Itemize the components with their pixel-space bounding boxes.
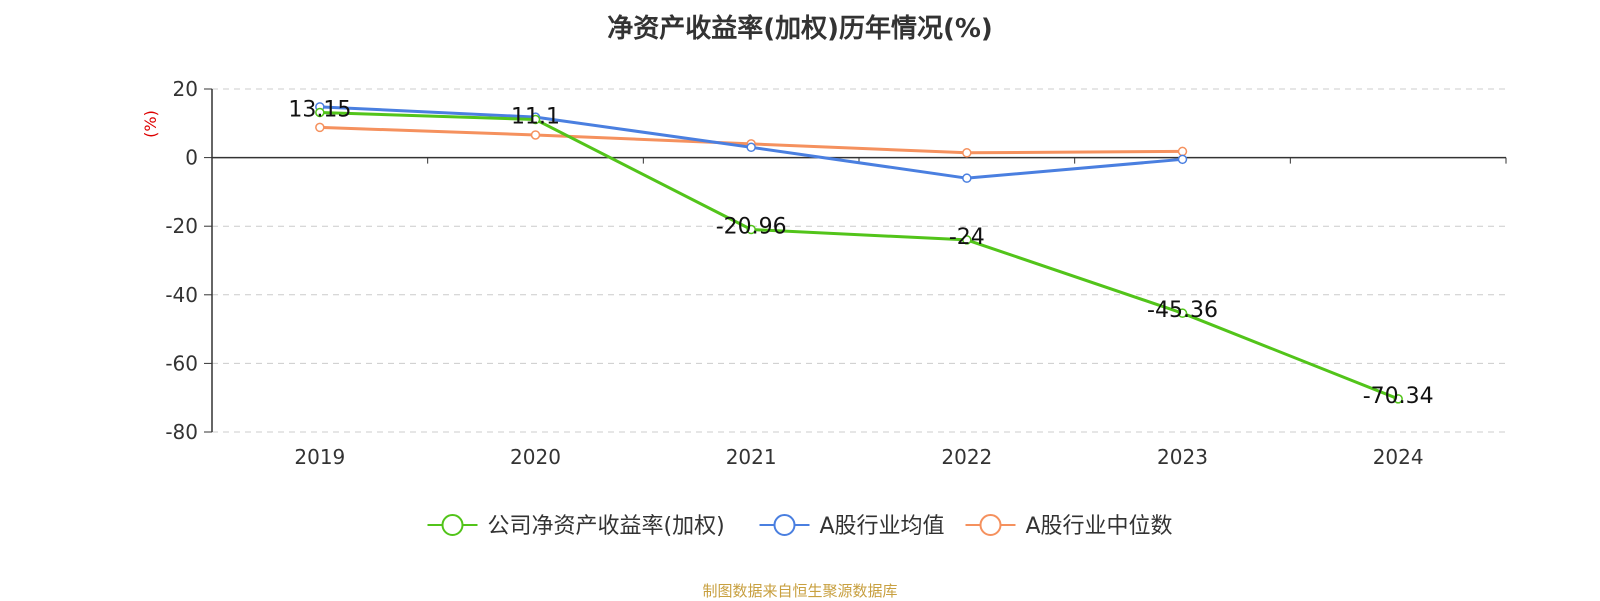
data-label: 13.15	[288, 97, 351, 122]
data-label: -45.36	[1147, 298, 1218, 323]
chart-title: 净资产收益率(加权)历年情况(%)	[607, 14, 993, 44]
data-point-company-roe	[315, 107, 325, 118]
data-point-industry-mean	[746, 142, 756, 153]
y-axis-label: (%)	[141, 110, 160, 138]
data-label: -20.96	[716, 214, 787, 239]
x-tick-label: 2021	[726, 445, 777, 469]
y-tick-label: -80	[165, 420, 198, 444]
y-tick-label: -40	[165, 283, 198, 307]
data-point-company-roe	[746, 224, 756, 235]
data-point-industry-median	[530, 130, 541, 140]
data-label: -24	[949, 225, 985, 250]
legend-marker-company-roe	[441, 514, 464, 536]
x-tick-label: 2022	[941, 445, 992, 469]
data-point-industry-mean	[1177, 154, 1188, 165]
data-point-industry-median	[962, 148, 972, 158]
y-tick-label: 0	[185, 146, 198, 170]
legend-marker-industry-median	[979, 514, 1002, 536]
data-label: -70.34	[1363, 384, 1434, 409]
data-point-industry-mean	[962, 173, 972, 183]
y-tick-label: -60	[165, 351, 198, 375]
source-note: 制图数据来自恒生聚源数据库	[702, 582, 898, 600]
data-point-company-roe	[1177, 308, 1188, 318]
legend-marker-industry-mean	[773, 514, 796, 536]
data-point-industry-median	[315, 122, 325, 133]
x-tick-label: 2020	[510, 445, 561, 469]
y-tick-label: 20	[173, 77, 198, 101]
data-point-company-roe	[530, 114, 541, 125]
legend-label-industry-mean: A股行业均值	[820, 514, 945, 539]
x-tick-label: 2023	[1157, 445, 1208, 469]
y-tick-label: -20	[165, 214, 198, 238]
data-point-company-roe	[1393, 394, 1403, 404]
data-point-company-roe	[962, 235, 972, 245]
data-label: 11.1	[511, 105, 560, 130]
data-point-industry-median	[1177, 146, 1188, 157]
x-tick-label: 2019	[294, 445, 345, 469]
series-line-company-roe	[319, 110, 1399, 401]
legend-label-company-roe: 公司净资产收益率(加权)	[488, 514, 725, 539]
legend-label-industry-median: A股行业中位数	[1026, 514, 1173, 539]
x-tick-label: 2024	[1373, 445, 1424, 469]
